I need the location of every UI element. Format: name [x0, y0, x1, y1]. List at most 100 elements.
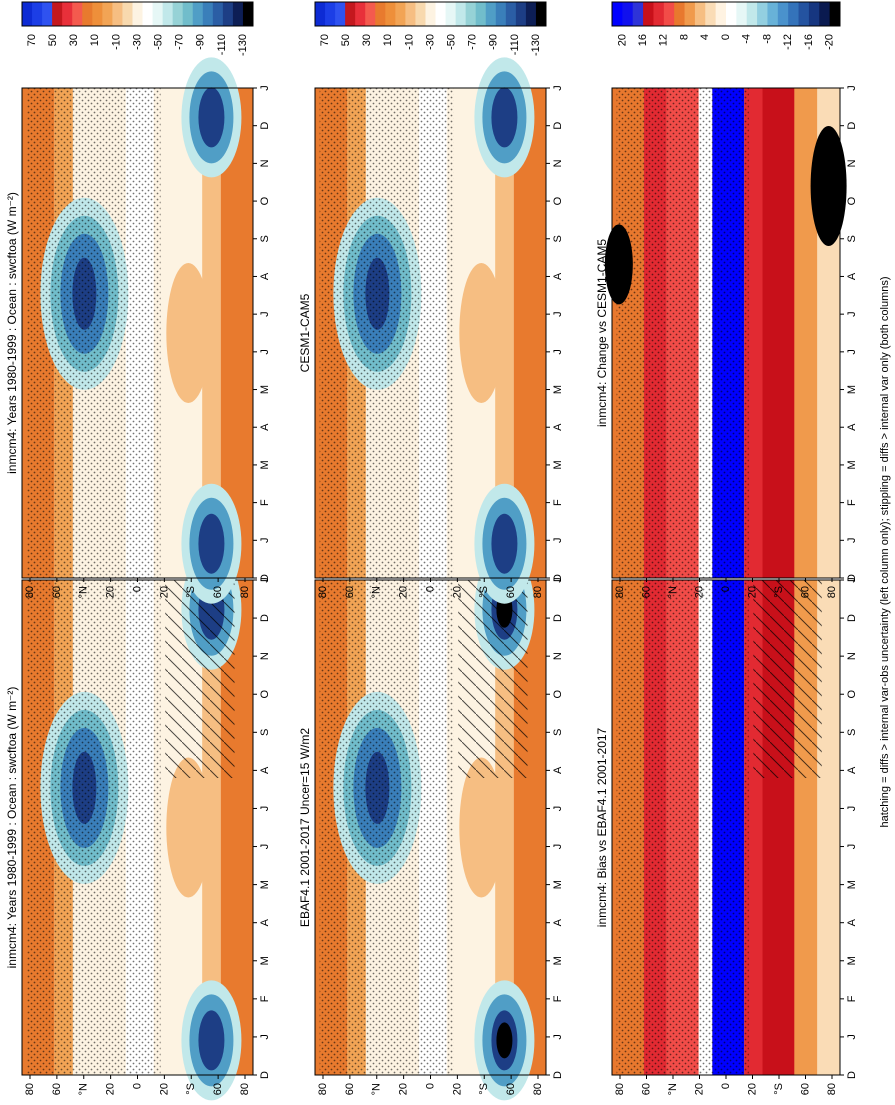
diff-band-6 — [762, 88, 795, 578]
month-tick-label: O — [846, 690, 858, 699]
month-tick-label: A — [552, 272, 564, 280]
lat-tick-label: 60 — [505, 586, 517, 598]
colorbar-frame — [21, 1, 254, 27]
colorbar-label: -50 — [152, 34, 164, 50]
month-tick-label: F — [846, 499, 858, 506]
month-tick-label: A — [259, 766, 271, 774]
lat-tick-label: 80 — [317, 1083, 329, 1095]
colorbar-swatch — [152, 2, 164, 26]
colorbar-swatch — [435, 2, 447, 26]
month-tick-label: J — [259, 1034, 271, 1040]
stippling — [616, 580, 749, 1075]
colorbar-swatch — [212, 2, 224, 26]
month-tick-label: M — [846, 956, 858, 965]
lat-tick-label: 80 — [317, 586, 329, 598]
month-tick-label: D — [552, 1071, 564, 1079]
month-tick-label: M — [259, 460, 271, 469]
month-tick-label: N — [552, 652, 564, 660]
colorbar-swatch — [365, 2, 376, 26]
colorbar-swatch — [42, 2, 53, 26]
south-blob-1-2 — [491, 513, 518, 574]
colorbar-label: 10 — [382, 34, 394, 46]
colorbar-swatch — [535, 2, 547, 26]
colorbar-swatch — [663, 2, 675, 26]
colorbar-label: -10 — [403, 34, 415, 50]
colorbar-swatch — [819, 2, 831, 26]
colorbar-swatch — [643, 2, 654, 26]
colorbar-swatch — [345, 2, 356, 26]
colorbar-label: 50 — [47, 34, 59, 46]
lat-tick-label: 80 — [24, 1083, 36, 1095]
month-tick-label: N — [259, 652, 271, 660]
colorbar-swatch — [62, 2, 73, 26]
lat-tick-label: °S — [478, 586, 490, 598]
lat-tick-label: °N — [78, 586, 90, 598]
lat-tick-label: 80 — [826, 1083, 838, 1095]
lat-tick-label: 60 — [640, 1083, 652, 1095]
month-tick-label: J — [552, 85, 564, 91]
lat-tick-label: 60 — [212, 1083, 224, 1095]
colorbar-swatch — [632, 2, 644, 26]
lat-tick-label: 20 — [105, 1083, 117, 1095]
lat-tick-label: °N — [371, 586, 383, 598]
colorbar-label: -130 — [237, 34, 249, 56]
month-tick-label: F — [259, 499, 271, 506]
month-tick-label: J — [846, 85, 858, 91]
lat-tick-label: 80 — [826, 586, 838, 598]
month-tick-label: M — [552, 956, 564, 965]
colorbar-swatch — [192, 2, 204, 26]
colorbar-swatch — [82, 2, 93, 26]
month-tick-label: J — [552, 349, 564, 355]
lat-tick-label: 60 — [212, 586, 224, 598]
lat-tick-label: 0 — [720, 586, 732, 592]
colorbar-swatch — [132, 2, 144, 26]
panel-title: inmcm4: Years 1980-1999 : Ocean : swcfto… — [5, 687, 19, 969]
colorbar-swatch — [32, 2, 43, 26]
colorbar-swatch — [395, 2, 406, 26]
colorbar-swatch — [622, 2, 634, 26]
colorbar-label: 70 — [319, 34, 331, 46]
month-tick-label: S — [259, 729, 271, 736]
lat-tick-label: °S — [185, 1083, 197, 1095]
month-tick-label: D — [846, 1071, 858, 1079]
colorbar-swatch — [767, 2, 779, 26]
month-tick-label: J — [259, 311, 271, 317]
colorbar-swatch — [445, 2, 457, 26]
colorbar-swatch — [612, 2, 623, 26]
lat-tick-label: 0 — [131, 1083, 143, 1089]
colorbar-swatch — [142, 2, 154, 26]
month-tick-label: A — [552, 423, 564, 431]
lat-tick-label: °N — [78, 1083, 90, 1095]
colorbar-label: -70 — [174, 34, 186, 50]
colorbar-label: 70 — [26, 34, 38, 46]
colorbar-swatch — [52, 2, 63, 26]
colorbar-swatch — [22, 2, 33, 26]
colorbar-swatch — [405, 2, 416, 26]
month-tick-label: S — [552, 729, 564, 736]
stippling — [26, 580, 161, 1075]
month-tick-label: F — [259, 995, 271, 1002]
lat-tick-label: 60 — [799, 586, 811, 598]
month-tick-label: D — [552, 122, 564, 130]
lat-tick-label: 20 — [158, 1083, 170, 1095]
lat-tick-label: °S — [773, 1083, 785, 1095]
colorbar-swatch — [325, 2, 336, 26]
month-tick-label: M — [552, 880, 564, 889]
lat-tick-label: 20 — [693, 586, 705, 598]
colorbar-swatch — [222, 2, 234, 26]
colorbar-swatch — [102, 2, 113, 26]
month-tick-label: N — [552, 159, 564, 167]
colorbar-swatch — [736, 2, 748, 26]
lat-tick-label: 60 — [344, 586, 356, 598]
month-tick-label: A — [259, 918, 271, 926]
lat-tick-label: 0 — [424, 586, 436, 592]
colorbar-label: 50 — [340, 34, 352, 46]
month-tick-label: F — [552, 499, 564, 506]
colorbar-label: 30 — [68, 34, 80, 46]
hatching — [165, 580, 235, 778]
stippling — [616, 88, 749, 578]
lat-tick-label: 0 — [131, 586, 143, 592]
colorbar-swatch — [232, 2, 244, 26]
month-tick-label: M — [552, 460, 564, 469]
lat-tick-label: 60 — [505, 1083, 517, 1095]
